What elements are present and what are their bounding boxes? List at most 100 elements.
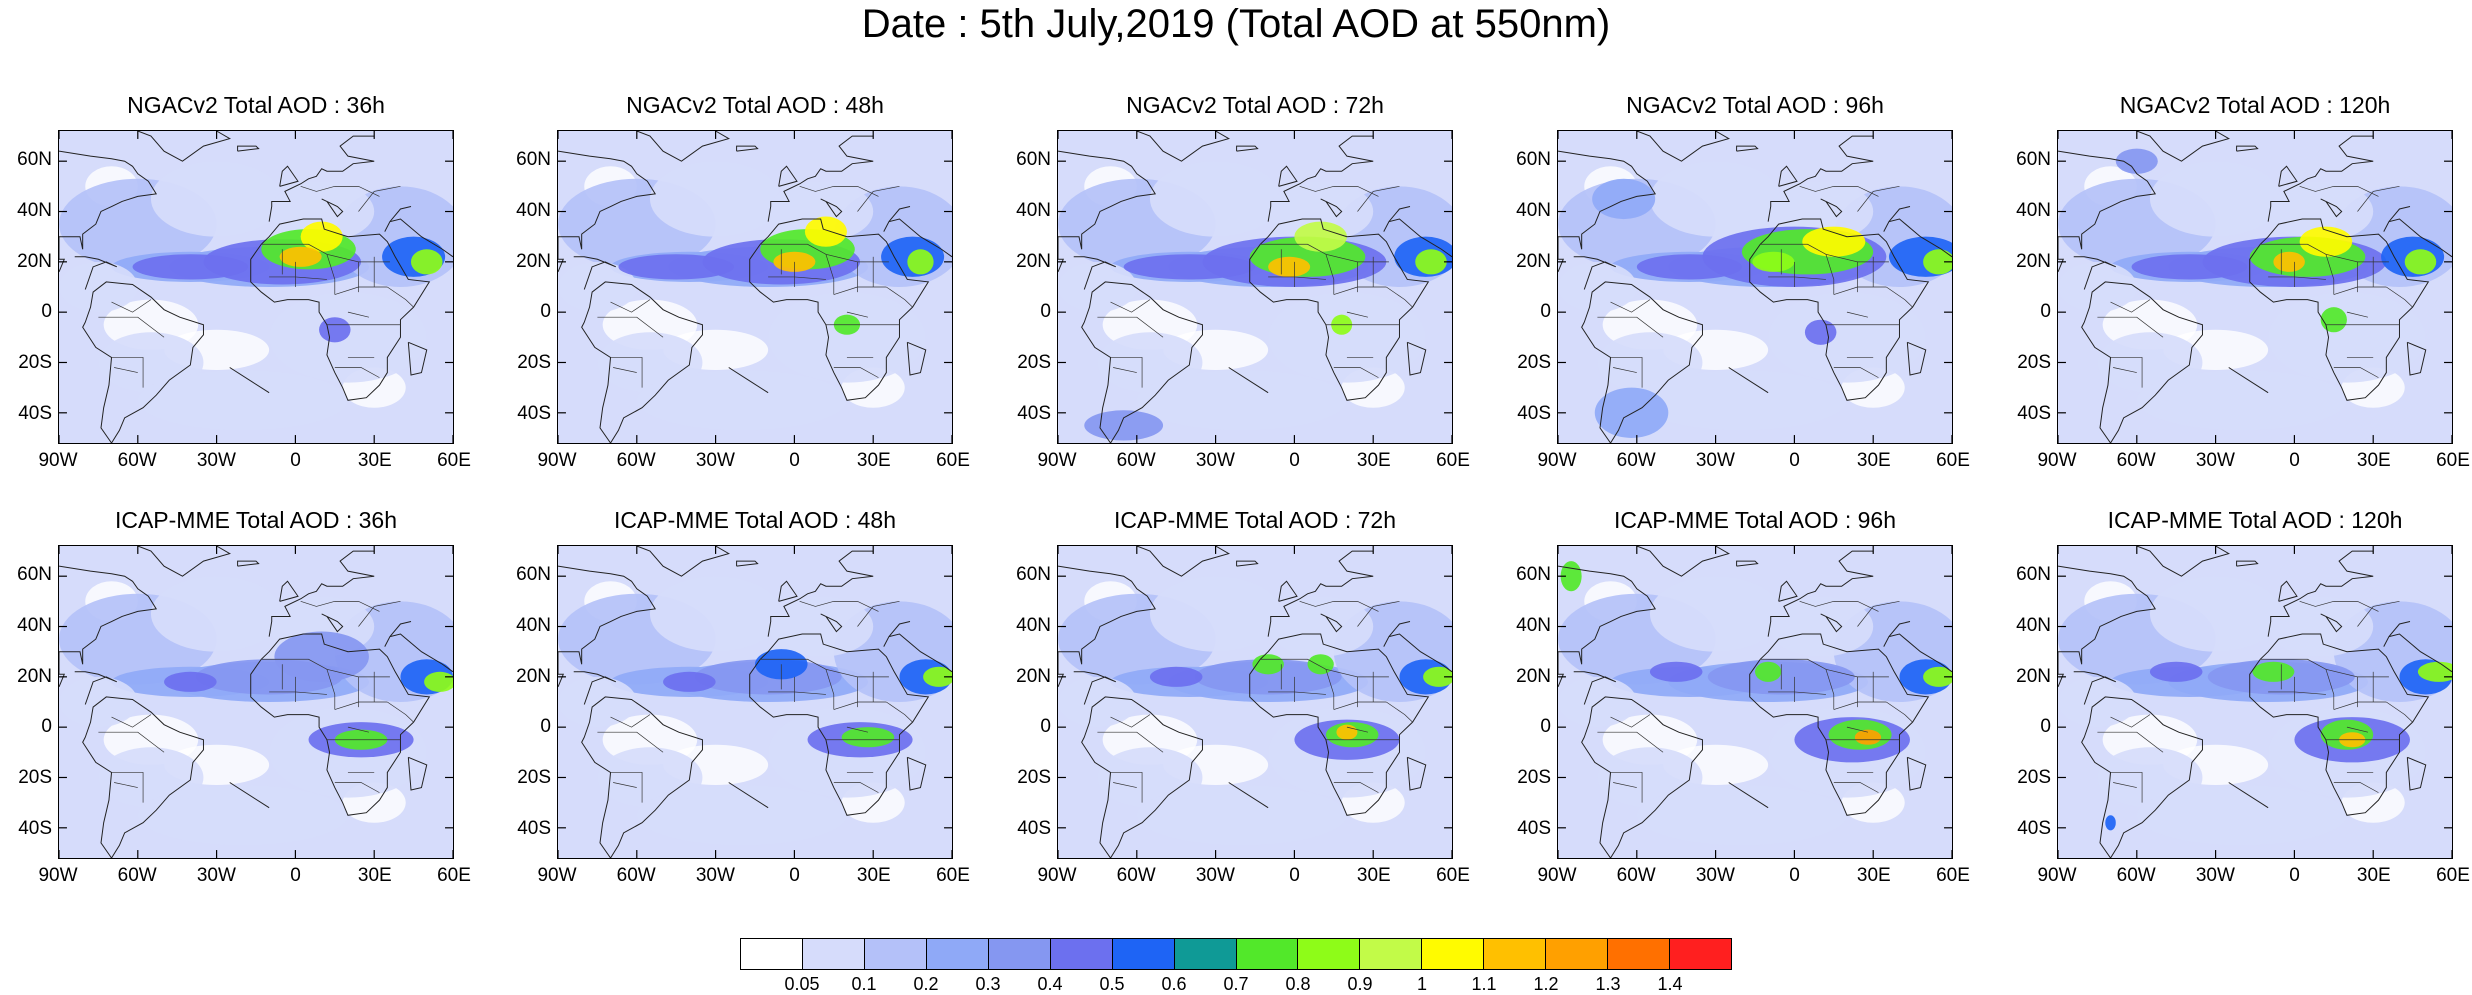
- lon-tick-label: 60W: [1616, 865, 1656, 886]
- country-border: [613, 782, 637, 788]
- lat-tick-label: 40S: [18, 402, 52, 424]
- coastline: [1249, 218, 1430, 401]
- lon-tick-label: 0: [1289, 450, 1300, 471]
- lon-tick-label: 60W: [2116, 450, 2156, 471]
- lon-tick-label: 0: [290, 450, 301, 471]
- coastline: [1383, 206, 1452, 258]
- coastline: [2383, 206, 2452, 258]
- coastline: [2249, 633, 2430, 816]
- coastline: [74, 671, 118, 705]
- coastline: [2228, 782, 2269, 809]
- coastline: [1767, 550, 1874, 637]
- country-border: [1610, 714, 1651, 728]
- lon-tick-label: 30E: [357, 865, 392, 886]
- lon-tick-label: 90W: [537, 865, 577, 886]
- aod-plume: [1649, 661, 1703, 682]
- lat-tick-label: 40S: [2017, 402, 2051, 424]
- lon-tick-label: 90W: [1537, 450, 1577, 471]
- aod-plume: [269, 181, 375, 242]
- lon-tick-label: 30E: [1856, 865, 1891, 886]
- lon-tick-label: 90W: [537, 450, 577, 471]
- aod-plume: [1294, 221, 1347, 252]
- aod-plume: [558, 676, 637, 728]
- lon-tick-label: 90W: [2037, 865, 2077, 886]
- country-border: [1886, 286, 1913, 308]
- lat-tick-label: 40S: [1517, 402, 1551, 424]
- aod-plume: [2417, 661, 2452, 682]
- country-border: [111, 357, 144, 388]
- lat-tick-label: 40N: [1016, 200, 1051, 222]
- aod-field-svg: [558, 546, 952, 858]
- aod-plume: [1636, 370, 1847, 431]
- lon-tick-label: 30E: [856, 450, 891, 471]
- aod-plume: [768, 181, 874, 242]
- aod-map: [557, 130, 953, 444]
- aod-field-svg: [2058, 131, 2452, 443]
- colorbar-swatch: [864, 939, 927, 969]
- country-border: [387, 701, 414, 723]
- coastline: [2073, 671, 2117, 705]
- aod-plume: [1636, 785, 1847, 846]
- aod-plume: [1268, 596, 1374, 657]
- coastline: [407, 341, 428, 376]
- country-border: [1846, 311, 1869, 318]
- coastline: [1136, 131, 1230, 162]
- coastline: [2058, 150, 2157, 273]
- lon-tick-label: 30E: [1356, 450, 1391, 471]
- panel-title: ICAP-MME Total AOD : 48h: [613, 507, 897, 533]
- country-border: [1346, 311, 1369, 318]
- coastline: [1081, 696, 1203, 858]
- country-border: [326, 254, 336, 295]
- aod-plume: [907, 249, 934, 275]
- colorbar-swatch: [926, 939, 989, 969]
- country-border: [1597, 731, 1664, 753]
- lat-tick-label: 20S: [2017, 766, 2051, 788]
- lat-tick-label: 60N: [1016, 149, 1051, 171]
- country-border: [886, 286, 913, 308]
- country-border: [1113, 782, 1137, 788]
- lat-axis-labels: 60N 40N 20N 0 20S 40S: [1497, 545, 1557, 859]
- aod-field-svg: [558, 131, 952, 443]
- panel-title: NGACv2 Total AOD : 72h: [1126, 92, 1384, 118]
- lat-tick-label: 40N: [1516, 200, 1551, 222]
- aod-plume: [1307, 654, 1334, 675]
- lon-tick-label: 60W: [616, 865, 656, 886]
- colorbar-swatch: [802, 939, 865, 969]
- lon-tick-label: 60E: [2436, 865, 2470, 886]
- country-border: [334, 367, 380, 378]
- country-border: [2333, 782, 2379, 793]
- lon-tick-label: 60E: [1436, 450, 1470, 471]
- lat-axis-labels: 60N 40N 20N 0 20S 40S: [497, 545, 557, 859]
- colorbar-swatch: [1608, 939, 1671, 969]
- country-border: [2110, 714, 2151, 728]
- country-border: [2346, 726, 2369, 733]
- country-border: [1268, 276, 1326, 280]
- coastline: [1073, 256, 1117, 290]
- lon-axis-labels: 90W 60W 30W 0 30E 60E: [537, 859, 969, 889]
- country-border: [597, 316, 664, 338]
- country-border: [358, 601, 401, 627]
- colorbar-label: 0.9: [1347, 974, 1373, 994]
- aod-plume: [1558, 676, 1637, 728]
- country-border: [2110, 299, 2151, 313]
- country-border: [1610, 772, 1643, 803]
- country-border: [269, 691, 327, 695]
- coastline: [321, 198, 344, 218]
- coastline: [636, 131, 730, 162]
- lat-tick-label: 20N: [2016, 665, 2051, 687]
- colorbar-label: 0.7: [1223, 974, 1249, 994]
- coastline: [1778, 165, 1798, 187]
- lat-tick-label: 0: [540, 301, 551, 323]
- country-border: [1846, 726, 1869, 733]
- colorbar-swatch: [1484, 939, 1547, 969]
- coastline: [2058, 565, 2157, 688]
- lat-tick-label: 0: [41, 716, 52, 738]
- country-border: [2268, 691, 2326, 695]
- coastline: [237, 145, 260, 152]
- country-border: [1613, 782, 1637, 788]
- country-border: [1857, 601, 1900, 627]
- coastline: [883, 206, 952, 258]
- lon-tick-label: 30E: [856, 865, 891, 886]
- country-border: [1886, 701, 1913, 723]
- lon-tick-label: 30W: [695, 450, 735, 471]
